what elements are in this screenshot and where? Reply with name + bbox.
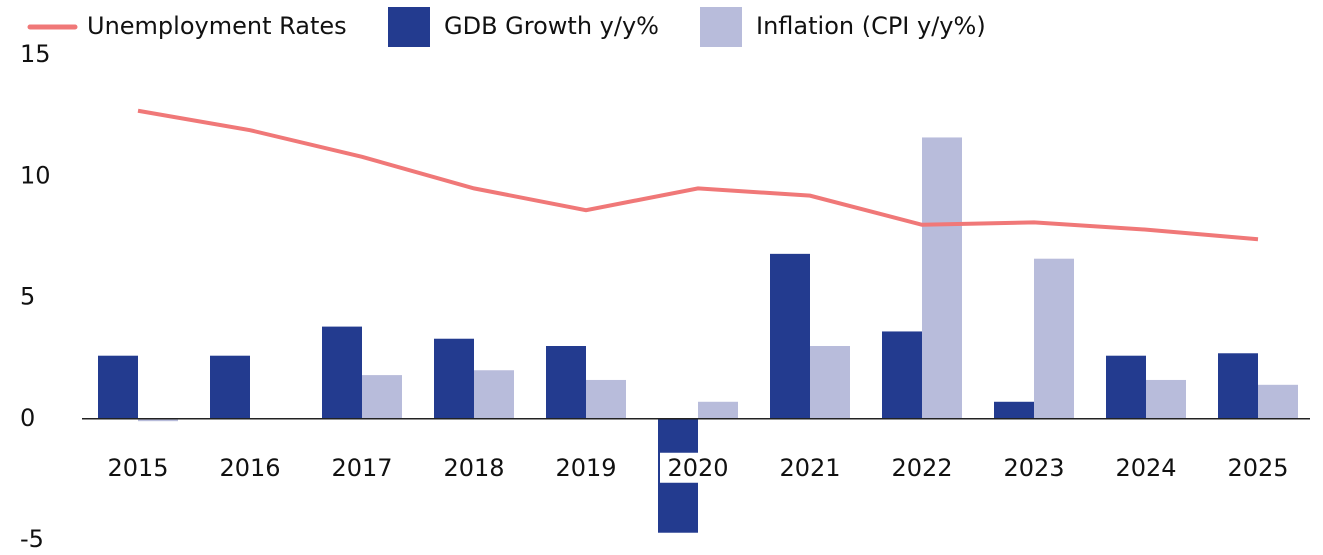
bar [210,355,250,419]
legend-label: Unemployment Rates [87,12,347,40]
legend-swatch [700,7,742,47]
line [137,108,1259,242]
bar [322,326,362,419]
x-tick-label: 2016 [219,454,280,482]
x-tick-label: 2024 [1115,454,1176,482]
x-tick-label: 2025 [1227,454,1288,482]
x-tick-label: 2022 [891,454,952,482]
x-label-bg [660,452,736,483]
bar [474,370,514,419]
bar [1034,258,1074,419]
x-tick-label: 2018 [443,454,504,482]
legend-swatch [388,7,430,47]
x-label-bg [1220,452,1296,483]
x-label-bg [324,452,400,483]
x-label-bg [100,452,176,483]
bar [362,375,402,419]
y-tick-label: 15 [20,40,51,68]
bar [138,418,178,422]
x-tick-label: 2021 [779,454,840,482]
bar [882,331,922,419]
bar [434,338,474,419]
x-label-bg [548,452,624,483]
y-tick-label: 0 [20,404,35,432]
y-tick-label: 5 [20,283,35,311]
y-tick-label: 10 [20,161,51,189]
bar [922,137,962,419]
legend-label: GDB Growth y/y% [444,12,659,40]
bar [1146,379,1186,419]
bar [994,401,1034,419]
bar [770,253,810,419]
x-tick-label: 2017 [331,454,392,482]
x-label-bg [996,452,1072,483]
bar [586,379,626,419]
legend-label: Inflation (CPI y/y%) [756,12,986,40]
y-tick-label: -5 [20,525,44,553]
x-label-bg [1108,452,1184,483]
x-tick-label: 2019 [555,454,616,482]
bar [1218,353,1258,419]
x-tick-label: 2020 [667,454,728,482]
x-label-bg [884,452,960,483]
x-tick-label: 2015 [107,454,168,482]
bar [98,355,138,419]
x-label-bg [212,452,288,483]
x-label-bg [772,452,848,483]
bar [1106,355,1146,419]
bar [1258,384,1298,419]
bar [546,346,586,419]
bar [698,401,738,419]
x-tick-label: 2023 [1003,454,1064,482]
x-label-bg [436,452,512,483]
bar [810,346,850,419]
